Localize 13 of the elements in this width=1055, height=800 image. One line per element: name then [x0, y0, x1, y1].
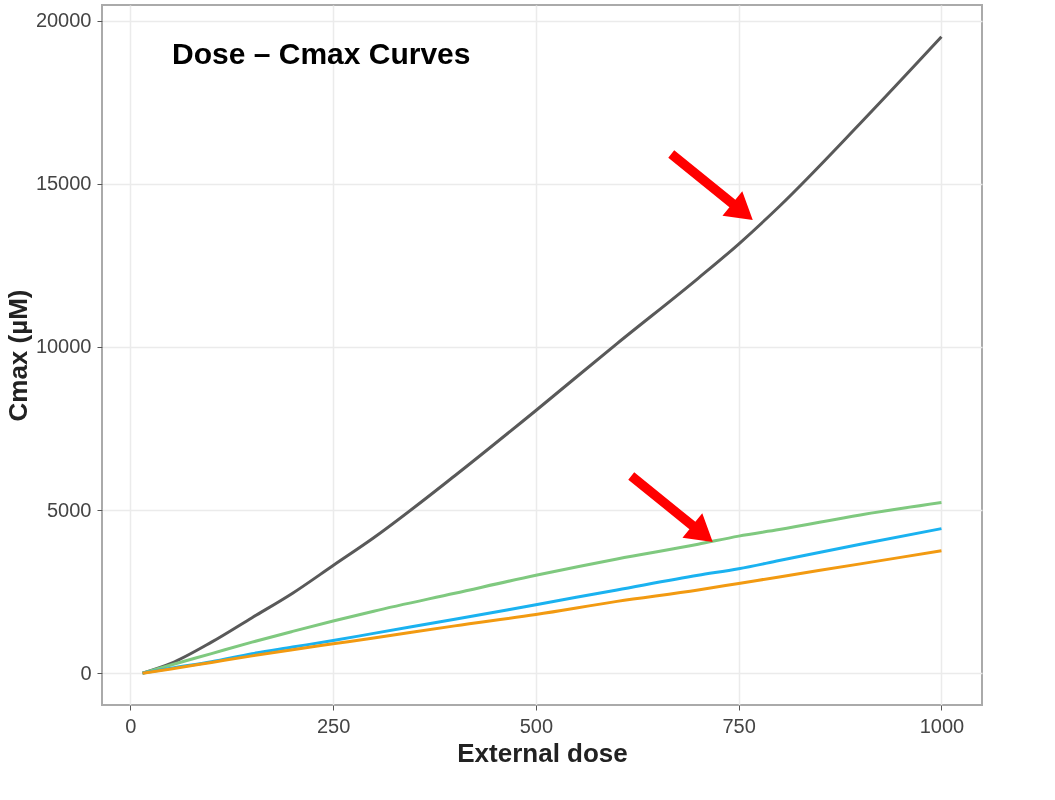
y-tick-label: 10000: [35, 335, 92, 358]
x-axis-title: External dose: [457, 737, 628, 768]
y-tick-label: 0: [80, 661, 92, 684]
y-axis-title: Cmax (µM): [2, 289, 33, 422]
y-tick-label: 5000: [47, 498, 92, 521]
x-tick-label: 0: [125, 714, 137, 737]
y-tick-label: 15000: [35, 172, 92, 195]
text: Dose – Cmax Curves: [172, 37, 471, 70]
x-tick-label: 250: [316, 714, 351, 737]
x-tick-label: 750: [722, 714, 756, 737]
x-tick-label: 1000: [919, 714, 965, 737]
y-tick-label: 20000: [35, 9, 92, 31]
x-tick-label: 500: [519, 714, 554, 737]
